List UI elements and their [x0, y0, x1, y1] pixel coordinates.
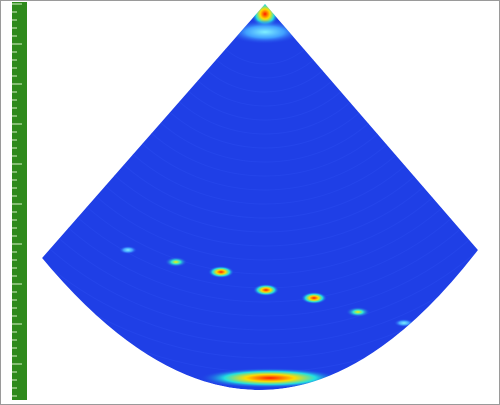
- target-echo: [165, 257, 187, 267]
- target-echo: [119, 246, 137, 254]
- target-echo: [208, 266, 234, 278]
- page: (() => { const data = JSON.parse(documen…: [0, 0, 500, 405]
- target-echo: [253, 284, 279, 296]
- target-echo: [301, 292, 327, 304]
- ruler: [12, 2, 27, 400]
- ultrasound-view: [0, 0, 500, 405]
- target-echo: [346, 307, 370, 317]
